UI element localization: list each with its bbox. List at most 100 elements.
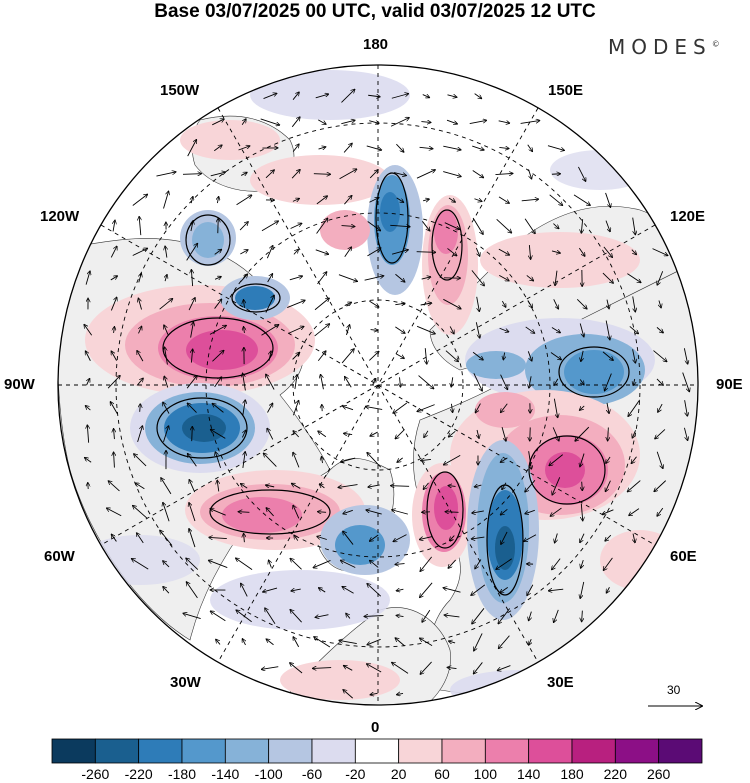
wind-vector [339,169,357,180]
wind-vector [295,375,297,390]
wind-vector [132,194,147,206]
colorbar-tick-label: 260 [646,766,671,782]
colorbar-swatch [94,738,140,764]
wind-vector [472,145,484,150]
wind-vector [290,559,302,570]
wind-vector [370,693,378,694]
wind-vector [392,663,409,674]
wind-vector [314,324,330,337]
wind-vector [391,486,410,487]
wind-vector [576,298,586,308]
wind-vector [628,399,641,416]
wind-vector [342,587,354,594]
wind-vector [87,425,88,443]
wind-vector [421,459,431,460]
wind-vector [393,534,407,542]
wind-vector [212,351,223,362]
wind-vector [266,508,274,517]
wind-vector [291,170,300,179]
wind-vector [191,221,193,232]
wind-vector [314,637,331,648]
wind-vector [549,454,563,466]
wind-vector [322,457,323,464]
wind-vector [267,404,273,413]
wind-vector [471,584,486,595]
anomaly-low-nw [192,222,224,258]
wind-vector [549,589,564,591]
wind-vector [289,276,302,281]
wind-vector [472,537,485,539]
wind-vector [550,352,561,359]
wind-vector [346,325,349,336]
wind-vector [397,589,404,591]
wind-vector [578,166,585,181]
wind-vector [293,506,300,519]
wind-vector [211,611,226,622]
wind-vector [292,92,299,100]
wind-vector [188,298,195,311]
wind-vector [471,270,484,285]
wind-vector [236,610,252,623]
wind-vector [212,119,224,126]
meridian [100,224,656,546]
wind-vector [211,430,226,439]
wind-vector [581,560,584,568]
wind-vector [627,273,640,283]
wind-vector [317,272,326,285]
wind-vector [238,146,250,151]
wind-vector [370,534,379,541]
wind-vector [499,274,509,280]
wind-vector [159,299,173,310]
wind-vector [444,222,459,230]
wind-vector [244,534,245,543]
wind-vector [607,299,609,309]
wind-vector [368,485,380,487]
colorbar-swatch [658,738,703,764]
wind-vector [292,353,300,360]
wind-vector [292,199,299,202]
wind-vector [499,147,508,148]
wind-vector [114,327,115,334]
wind-vector [445,350,458,362]
wind-vector [633,533,635,543]
wind-vector [580,379,583,384]
wind-vector [136,378,143,386]
wind-vector [553,299,559,308]
wind-vector [447,248,456,255]
contour [231,283,281,313]
lon-label-180: 180 [363,36,389,53]
colorbar-swatch [528,738,573,764]
wind-vector [659,300,661,308]
wind-vector [656,327,663,332]
wind-vector [262,666,279,670]
wind-vector [343,144,352,153]
wind-vector [214,299,222,309]
wind-vector [343,509,353,513]
contour [156,397,248,459]
wind-vector [369,198,378,203]
colorbar-swatch [484,738,530,764]
wind-vector [163,402,170,414]
wind-vector [292,484,301,489]
wind-vector [191,349,192,363]
wind-vector [366,145,382,150]
wind-vector [526,275,533,280]
wind-vector [367,664,382,673]
wind-vector [236,558,253,570]
wind-vector [137,426,143,443]
anomaly-ridge-south [434,486,458,530]
lon-label-90e: 90E [716,376,743,393]
wind-vector [165,275,167,282]
wind-vector [182,174,201,175]
wind-vector [395,638,405,647]
wind-vector [291,117,300,128]
wind-vector [395,353,404,359]
wind-vector [341,90,354,103]
anomaly-ridge-east [545,452,585,488]
wind-vector [165,347,168,365]
wind-vector [579,323,584,337]
wind-vector [498,608,511,624]
wind-vector [244,327,245,334]
wind-vector [420,303,432,305]
